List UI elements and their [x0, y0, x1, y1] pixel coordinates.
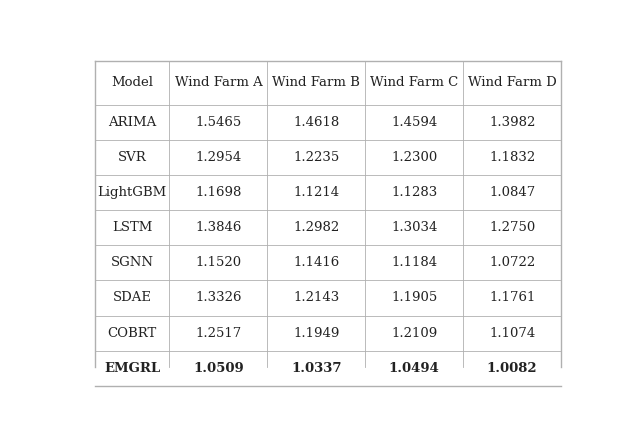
Text: 1.1074: 1.1074	[489, 327, 535, 340]
Text: 1.1761: 1.1761	[489, 291, 535, 305]
Text: 1.2300: 1.2300	[391, 151, 437, 164]
Text: 1.1283: 1.1283	[391, 186, 437, 199]
Text: Wind Farm B: Wind Farm B	[273, 76, 360, 89]
Text: 1.3982: 1.3982	[489, 115, 535, 129]
Text: Wind Farm C: Wind Farm C	[370, 76, 458, 89]
Text: 1.5465: 1.5465	[195, 115, 241, 129]
Text: ARIMA: ARIMA	[108, 115, 156, 129]
Text: 1.1214: 1.1214	[293, 186, 339, 199]
Text: 1.2750: 1.2750	[489, 221, 535, 234]
Text: Model: Model	[111, 76, 153, 89]
Text: 1.0337: 1.0337	[291, 362, 342, 375]
Text: 1.1832: 1.1832	[489, 151, 535, 164]
Text: 1.1905: 1.1905	[391, 291, 437, 305]
Text: 1.0509: 1.0509	[193, 362, 244, 375]
Text: 1.1184: 1.1184	[391, 256, 437, 269]
Text: 1.2954: 1.2954	[195, 151, 241, 164]
Text: 1.1416: 1.1416	[293, 256, 339, 269]
Text: LSTM: LSTM	[112, 221, 152, 234]
Text: 1.0847: 1.0847	[489, 186, 535, 199]
Text: 1.2517: 1.2517	[195, 327, 241, 340]
Text: 1.1520: 1.1520	[195, 256, 241, 269]
Text: COBRT: COBRT	[108, 327, 157, 340]
Text: 1.1698: 1.1698	[195, 186, 242, 199]
Text: 1.0082: 1.0082	[487, 362, 538, 375]
Text: SGNN: SGNN	[111, 256, 154, 269]
Text: EMGRL: EMGRL	[104, 362, 160, 375]
Text: 1.4618: 1.4618	[293, 115, 339, 129]
Text: 1.1949: 1.1949	[293, 327, 340, 340]
Text: Wind Farm A: Wind Farm A	[175, 76, 262, 89]
Text: 1.3034: 1.3034	[391, 221, 438, 234]
Text: 1.0722: 1.0722	[489, 256, 535, 269]
Text: LightGBM: LightGBM	[97, 186, 167, 199]
Text: SVR: SVR	[118, 151, 147, 164]
Text: 1.3846: 1.3846	[195, 221, 242, 234]
Text: 1.3326: 1.3326	[195, 291, 242, 305]
Text: 1.0494: 1.0494	[389, 362, 440, 375]
Text: 1.4594: 1.4594	[391, 115, 437, 129]
Text: 1.2109: 1.2109	[391, 327, 437, 340]
Text: 1.2982: 1.2982	[293, 221, 339, 234]
Text: Wind Farm D: Wind Farm D	[468, 76, 557, 89]
Text: SDAE: SDAE	[113, 291, 152, 305]
Text: 1.2235: 1.2235	[293, 151, 339, 164]
Text: 1.2143: 1.2143	[293, 291, 339, 305]
